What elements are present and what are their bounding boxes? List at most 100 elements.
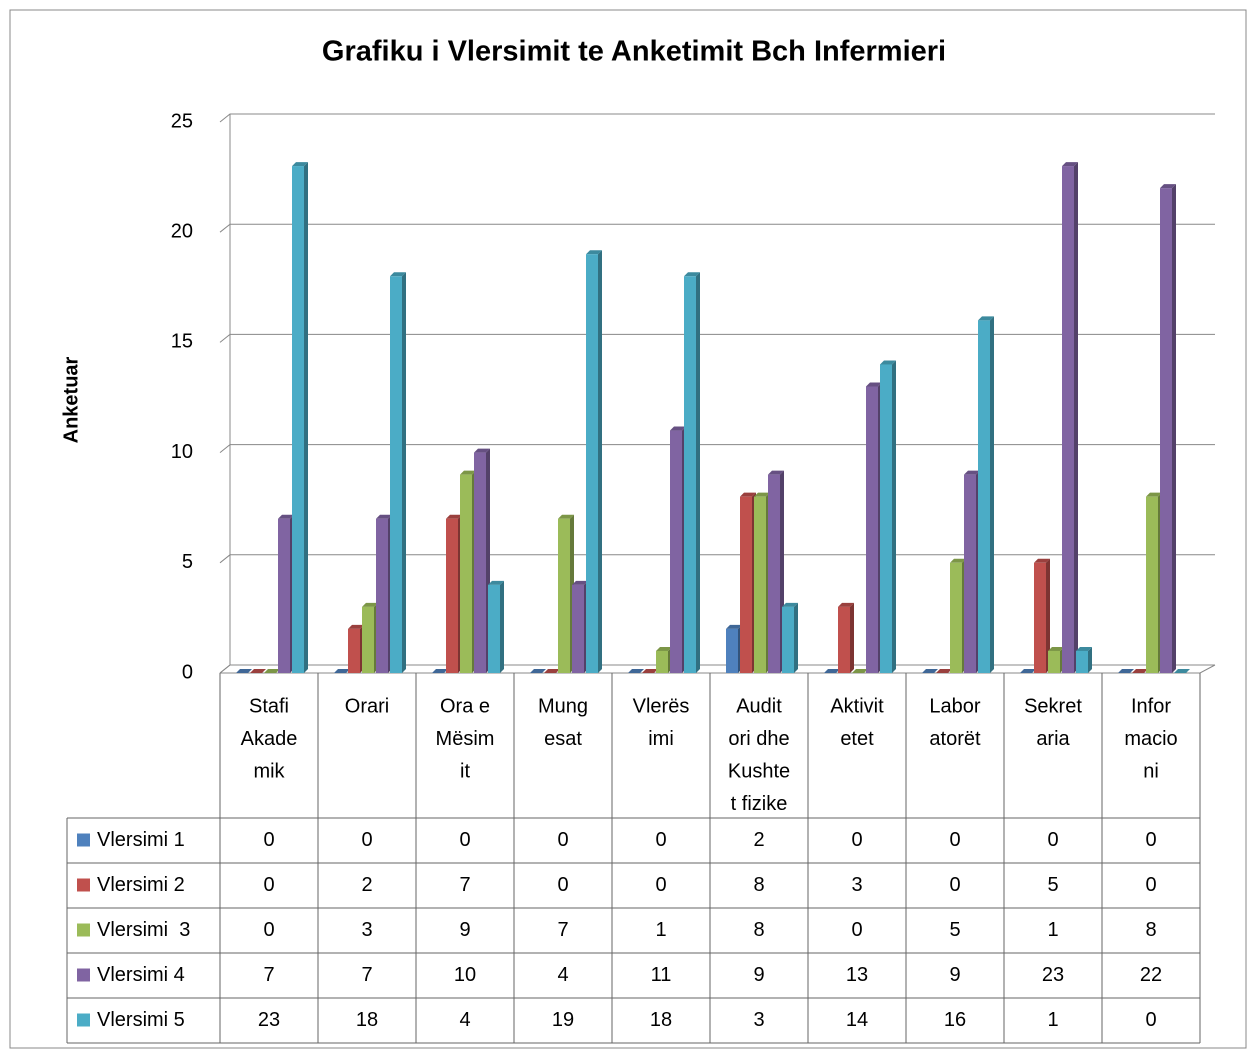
bar-side — [1172, 184, 1176, 673]
bar-top — [376, 514, 392, 519]
bar-side — [696, 272, 700, 673]
grid-line — [219, 223, 1215, 233]
bar-side — [794, 602, 798, 673]
bar — [782, 606, 794, 673]
table-value: 5 — [949, 919, 960, 941]
bar — [292, 166, 304, 673]
chart-border — [9, 9, 1247, 1049]
bar-top — [488, 580, 504, 585]
legend-swatch — [77, 878, 90, 892]
bar — [866, 386, 878, 673]
bar-top — [334, 669, 350, 673]
table-value: 8 — [753, 874, 764, 896]
x-tick-label: Orari — [345, 695, 389, 717]
table-value: 16 — [944, 1009, 966, 1031]
bar — [376, 518, 388, 673]
bar-top — [726, 624, 742, 629]
bar — [446, 518, 458, 673]
table-value: 3 — [753, 1009, 764, 1031]
bar — [362, 606, 374, 673]
bar — [964, 474, 976, 673]
table-value: 0 — [1047, 829, 1058, 851]
grid-line — [219, 333, 1215, 343]
bar — [586, 254, 598, 674]
bar-top — [460, 470, 476, 475]
bar — [1062, 166, 1074, 673]
y-tick-label: 20 — [171, 220, 193, 242]
table-value: 9 — [459, 919, 470, 941]
bar-top — [236, 669, 252, 673]
x-tick-label: it — [460, 760, 470, 782]
bar-top — [432, 669, 448, 673]
y-tick-label: 10 — [171, 441, 193, 463]
bar — [474, 452, 486, 673]
x-tick-label: Infor — [1131, 695, 1171, 717]
table-value: 7 — [263, 964, 274, 986]
bar-top — [1118, 669, 1134, 673]
bar — [950, 562, 962, 673]
bar-side — [1074, 162, 1078, 673]
table-value: 0 — [655, 829, 666, 851]
bar-top — [474, 448, 490, 453]
table-value: 10 — [454, 964, 476, 986]
bar-side — [850, 602, 854, 673]
bar-top — [1146, 492, 1162, 497]
table-value: 22 — [1140, 964, 1162, 986]
grid-line — [219, 113, 1215, 123]
bar-top — [348, 624, 364, 629]
bar-side — [1088, 646, 1092, 673]
bar — [978, 320, 990, 673]
table-value: 0 — [263, 919, 274, 941]
table-value: 0 — [851, 919, 862, 941]
x-tick-label: Mung — [538, 695, 588, 717]
bar — [1048, 650, 1060, 673]
legend-swatch — [77, 923, 90, 937]
table-value: 14 — [846, 1009, 868, 1031]
bar-top — [656, 646, 672, 651]
bar-top — [292, 162, 308, 167]
bar — [390, 276, 402, 673]
bar-side — [304, 162, 308, 673]
bar-top — [530, 669, 546, 673]
y-axis-label: Anketuar — [60, 356, 82, 443]
bar-top — [782, 602, 798, 607]
bar-top — [642, 669, 658, 673]
x-tick-label: ni — [1143, 760, 1159, 782]
bar — [838, 606, 850, 673]
table-value: 18 — [356, 1009, 378, 1031]
bar-top — [880, 360, 896, 365]
bar-top — [1020, 669, 1036, 673]
bar-top — [1076, 646, 1092, 651]
x-tick-label: ori dhe — [728, 728, 789, 750]
bar-top — [768, 470, 784, 475]
table-value: 1 — [655, 919, 666, 941]
bar — [348, 628, 360, 673]
table-value: 7 — [459, 874, 470, 896]
y-tick-label: 25 — [171, 110, 193, 132]
bar-top — [1034, 558, 1050, 563]
legend-swatch — [77, 968, 90, 982]
bar-top — [922, 669, 938, 673]
bar-top — [1062, 162, 1078, 167]
bar — [460, 474, 472, 673]
x-tick-label: Mësim — [436, 728, 495, 750]
bar-top — [558, 514, 574, 519]
bar-top — [362, 602, 378, 607]
bar-side — [500, 580, 504, 673]
table-value: 9 — [949, 964, 960, 986]
bar-top — [1048, 646, 1064, 651]
table-value: 11 — [651, 964, 672, 986]
bar — [670, 430, 682, 673]
bar-top — [754, 492, 770, 497]
bar — [1160, 188, 1172, 673]
x-tick-label: Vlerës — [633, 695, 690, 717]
table-value: 0 — [655, 874, 666, 896]
bar-side — [990, 316, 994, 673]
table-value: 23 — [258, 1009, 280, 1031]
x-tick-label: atorët — [929, 728, 981, 750]
bar — [488, 584, 500, 673]
x-tick-label: etet — [840, 728, 874, 750]
bar — [656, 650, 668, 673]
bar-side — [402, 272, 406, 673]
